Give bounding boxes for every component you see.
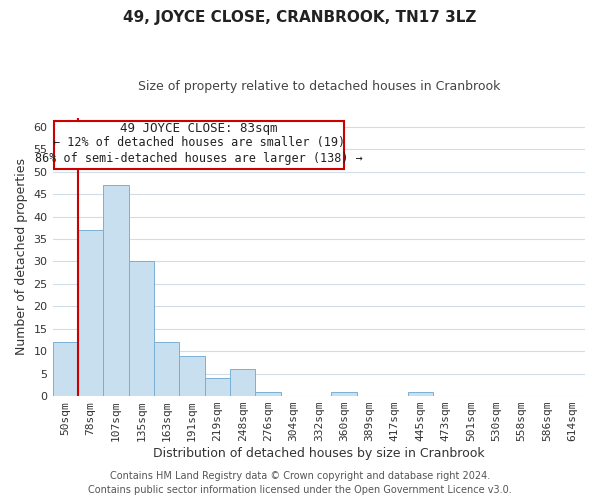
Bar [205,378,230,396]
Text: 86% of semi-detached houses are larger (138) →: 86% of semi-detached houses are larger (… [35,152,363,164]
Text: 49 JOYCE CLOSE: 83sqm: 49 JOYCE CLOSE: 83sqm [120,122,278,136]
Bar [103,185,128,396]
Bar [54,122,344,170]
Text: 49, JOYCE CLOSE, CRANBROOK, TN17 3LZ: 49, JOYCE CLOSE, CRANBROOK, TN17 3LZ [124,10,476,25]
Bar [256,392,281,396]
Bar [154,342,179,396]
Bar [78,230,103,396]
Bar [230,369,256,396]
Bar [331,392,357,396]
Text: Contains HM Land Registry data © Crown copyright and database right 2024.
Contai: Contains HM Land Registry data © Crown c… [88,471,512,495]
Bar [128,262,154,396]
Text: ← 12% of detached houses are smaller (19): ← 12% of detached houses are smaller (19… [53,136,345,149]
Bar [407,392,433,396]
X-axis label: Distribution of detached houses by size in Cranbrook: Distribution of detached houses by size … [153,447,485,460]
Bar [53,342,78,396]
Bar [179,356,205,396]
Title: Size of property relative to detached houses in Cranbrook: Size of property relative to detached ho… [137,80,500,93]
Y-axis label: Number of detached properties: Number of detached properties [15,158,28,356]
